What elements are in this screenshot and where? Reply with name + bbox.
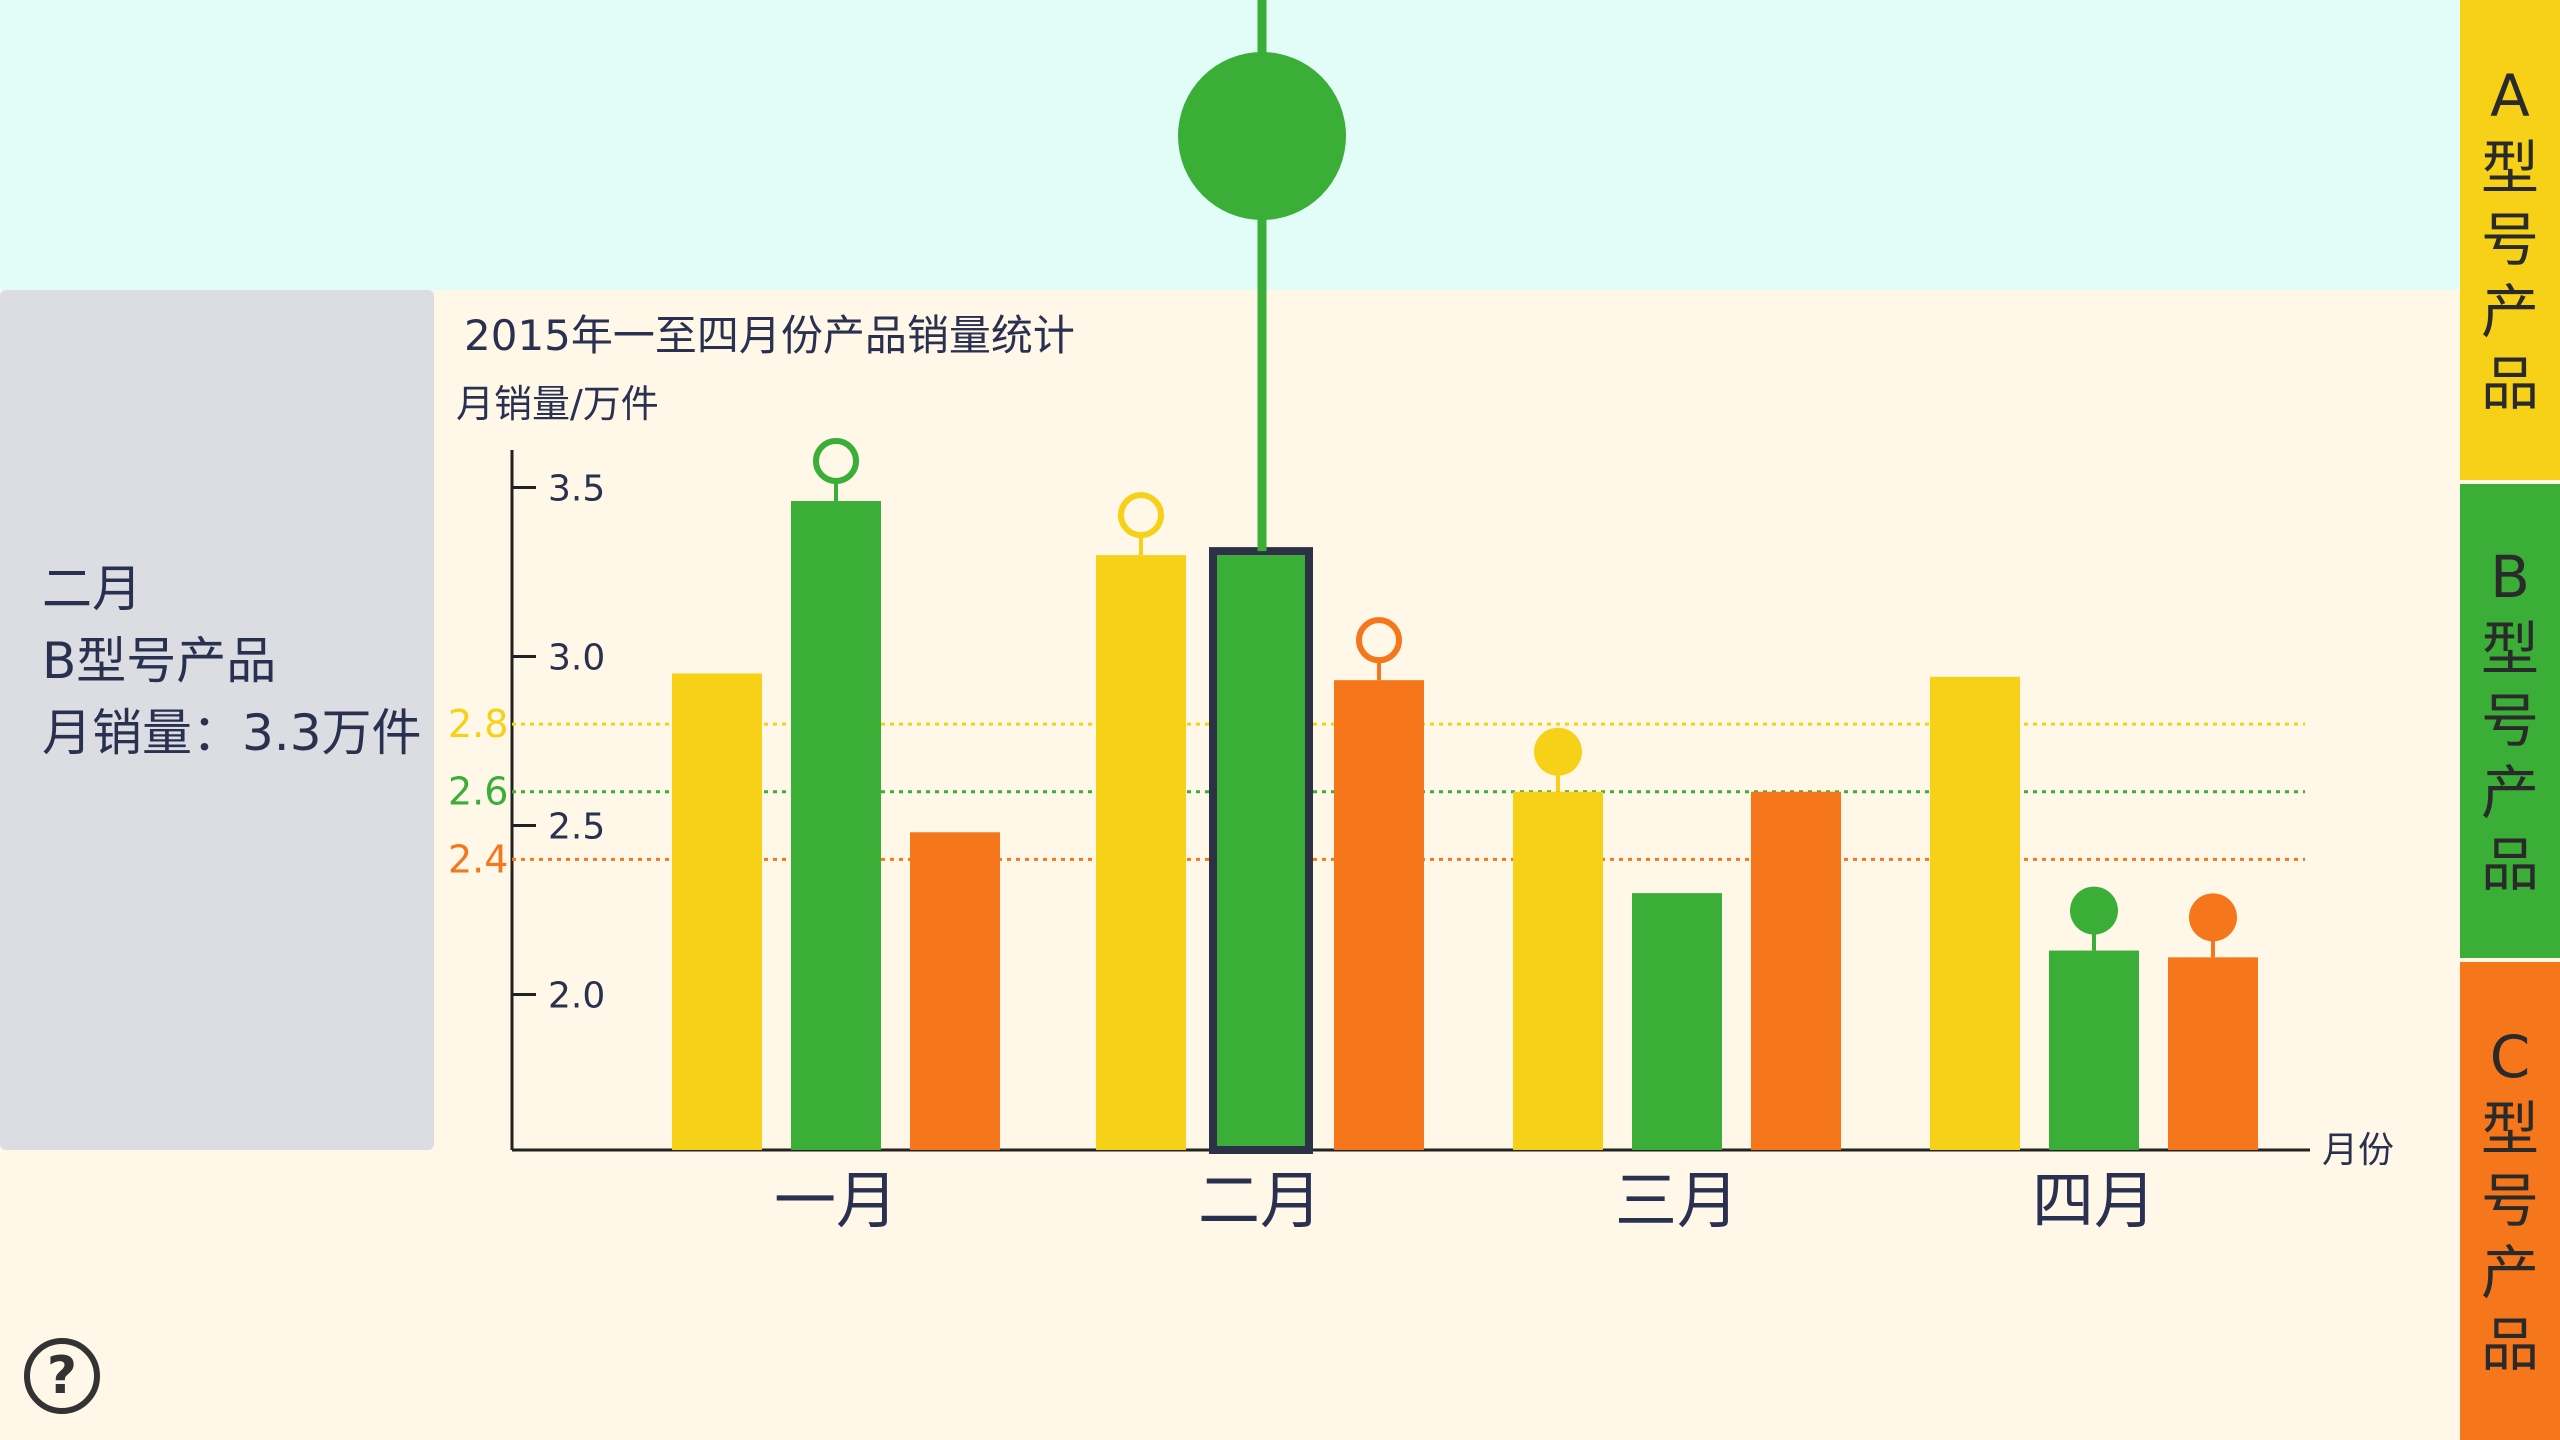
tab-a-char: 号 (2480, 206, 2539, 274)
info-sales: 月销量：3.3万件 (42, 704, 422, 762)
x-axis-label: 月份 (2322, 1130, 2394, 1171)
bar[interactable] (2049, 950, 2139, 1150)
tab-a-char: 型 (2480, 134, 2539, 202)
bar[interactable] (1513, 791, 1603, 1150)
tab-b-letter: B (2490, 543, 2530, 611)
marker-dot (2189, 893, 2237, 942)
question-circle-icon: ? (46, 1346, 78, 1406)
x-tick-label: 一月 (774, 1164, 898, 1237)
tab-product-c[interactable]: C 型 号 产 品 (2460, 962, 2560, 1440)
marker-ring (1356, 617, 1402, 664)
bar[interactable] (672, 673, 762, 1150)
tab-a-char: 品 (2480, 350, 2539, 418)
bar[interactable] (1930, 676, 2020, 1150)
help-button[interactable]: ? (24, 1338, 100, 1414)
info-month: 二月 (42, 560, 142, 618)
y-tick-label: 3.0 (548, 638, 605, 679)
tab-product-b[interactable]: B 型 号 产 品 (2460, 484, 2560, 958)
marker-dot (2070, 886, 2118, 935)
bar[interactable] (2168, 957, 2258, 1150)
y-axis-label: 月销量/万件 (456, 382, 659, 426)
bar[interactable] (1751, 791, 1841, 1150)
bar[interactable] (910, 832, 1000, 1150)
marker-ring (1118, 492, 1164, 539)
x-tick-label: 二月 (1198, 1164, 1322, 1237)
bar[interactable] (1215, 555, 1305, 1150)
marker-dot (1534, 727, 1582, 776)
tab-a-letter: A (2490, 62, 2530, 130)
tab-b-char: 产 (2480, 759, 2539, 827)
bar[interactable] (1334, 680, 1424, 1150)
tab-b-char: 品 (2480, 831, 2539, 899)
tab-c-char: 型 (2480, 1095, 2539, 1163)
tab-c-letter: C (2489, 1023, 2531, 1091)
tab-b-char: 号 (2480, 687, 2539, 755)
x-tick-label: 三月 (1615, 1164, 1739, 1237)
y-tick-label: 2.5 (548, 807, 605, 848)
x-tick-label: 四月 (2032, 1164, 2156, 1237)
bar[interactable] (791, 501, 881, 1150)
marker-ring (813, 438, 859, 485)
bar[interactable] (1632, 893, 1722, 1150)
chart-title: 2015年一至四月份产品销量统计 (464, 311, 1075, 360)
y-tick-label: 2.0 (548, 976, 605, 1017)
tab-c-char: 产 (2480, 1239, 2539, 1307)
average-label: 2.4 (448, 837, 508, 881)
tab-a-char: 产 (2480, 278, 2539, 346)
tab-b-char: 型 (2480, 615, 2539, 683)
tab-c-char: 号 (2480, 1167, 2539, 1235)
tab-product-a[interactable]: A 型 号 产 品 (2460, 0, 2560, 480)
average-label: 2.6 (448, 770, 508, 814)
tab-c-char: 品 (2480, 1311, 2539, 1379)
info-panel: 二月 B型号产品 月销量：3.3万件 (0, 290, 434, 1150)
selection-pin-head[interactable] (1178, 52, 1346, 220)
info-product: B型号产品 (42, 632, 277, 690)
y-tick-label: 3.5 (548, 469, 605, 510)
average-label: 2.8 (448, 702, 508, 746)
bar[interactable] (1096, 555, 1186, 1150)
